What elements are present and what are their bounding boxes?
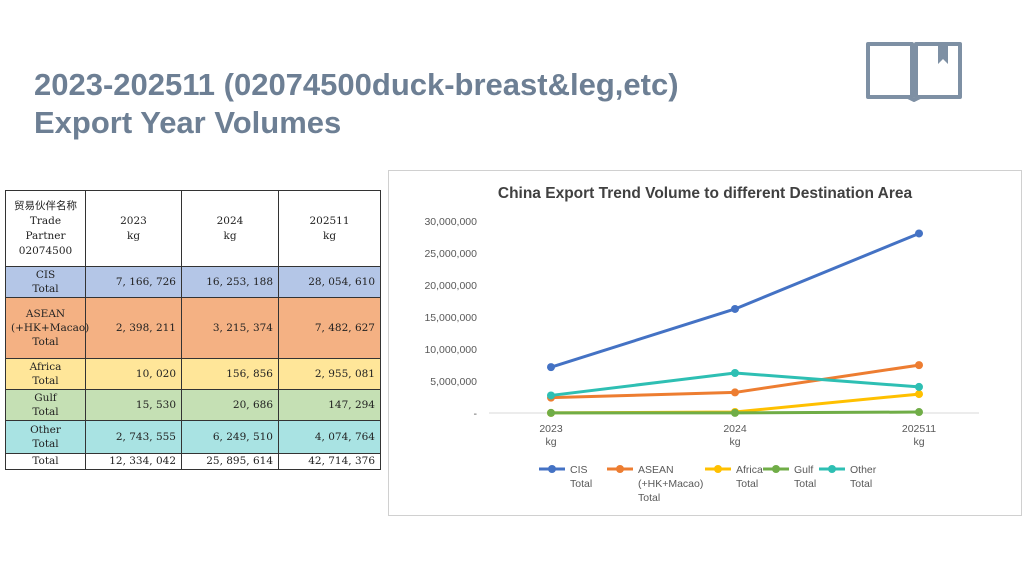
data-point [915, 382, 923, 391]
legend-label: Gulf [794, 464, 813, 476]
cell-2024: 20, 686 [181, 389, 279, 421]
cell-2024: 25, 895, 614 [181, 453, 279, 470]
data-point [731, 304, 739, 313]
y-tick-label: 20,000,000 [424, 280, 477, 292]
legend-label: Total [850, 478, 872, 490]
table-row: ASEAN (+HK+Macao) Total 2, 398, 211 3, 2… [5, 297, 381, 359]
cell-202511: 42, 714, 376 [278, 453, 381, 470]
table-row: Africa Total 10, 020 156, 856 2, 955, 08… [5, 358, 381, 390]
x-tick-label: 2024 [723, 423, 747, 435]
legend-swatch-marker [828, 465, 836, 473]
book-with-bookmark-icon [866, 42, 962, 102]
table-header-row: 贸易伙伴名称 Trade Partner 02074500 2023 kg 20… [5, 190, 381, 267]
legend-label: (+HK+Macao) [638, 478, 703, 490]
cell-202511: 4, 074, 764 [278, 420, 381, 454]
line-chart-panel: China Export Trend Volume to different D… [388, 170, 1022, 516]
legend-swatch-marker [548, 465, 556, 473]
cell-2023: 2, 743, 555 [85, 420, 182, 454]
cell-2024: 3, 215, 374 [181, 297, 279, 359]
row-label: Total [5, 453, 86, 470]
data-point [547, 391, 555, 400]
x-tick-label: 2023 [539, 423, 563, 435]
cell-202511: 147, 294 [278, 389, 381, 421]
legend-label: Total [570, 478, 592, 490]
table-row: Other Total 2, 743, 555 6, 249, 510 4, 0… [5, 420, 381, 454]
row-label: Africa Total [5, 358, 86, 390]
header-trade-partner: 贸易伙伴名称 Trade Partner 02074500 [5, 190, 86, 267]
cell-2023: 2, 398, 211 [85, 297, 182, 359]
legend-swatch-marker [616, 465, 624, 473]
data-point [915, 390, 923, 399]
cell-202511: 7, 482, 627 [278, 297, 381, 359]
trade-partner-table: 贸易伙伴名称 Trade Partner 02074500 2023 kg 20… [5, 190, 381, 470]
x-tick-label: kg [729, 436, 740, 448]
data-point [547, 408, 555, 417]
header-2023: 2023 kg [85, 190, 182, 267]
row-label: Other Total [5, 420, 86, 454]
header-2024: 2024 kg [181, 190, 279, 267]
data-point [731, 388, 739, 397]
cell-2024: 16, 253, 188 [181, 266, 279, 298]
header-202511: 202511 kg [278, 190, 381, 267]
cell-202511: 2, 955, 081 [278, 358, 381, 390]
legend-label: ASEAN [638, 464, 674, 476]
cell-202511: 28, 054, 610 [278, 266, 381, 298]
slide-title-line1: 2023-202511 (02074500duck-breast&leg,etc… [34, 67, 679, 102]
cell-2024: 156, 856 [181, 358, 279, 390]
x-tick-label: 202511 [902, 423, 936, 435]
y-tick-label: 10,000,000 [424, 344, 477, 356]
x-tick-label: kg [913, 436, 924, 448]
cell-2023: 15, 530 [85, 389, 182, 421]
series-line [550, 232, 920, 369]
row-label: CIS Total [5, 266, 86, 298]
cell-2024: 6, 249, 510 [181, 420, 279, 454]
y-tick-label: 5,000,000 [430, 376, 477, 388]
cell-2023: 7, 166, 726 [85, 266, 182, 298]
table-row-total: Total 12, 334, 042 25, 895, 614 42, 714,… [5, 453, 381, 470]
data-point [915, 408, 923, 417]
legend-swatch-marker [714, 465, 722, 473]
y-tick-label: 15,000,000 [424, 312, 477, 324]
legend-label: Africa [736, 464, 763, 476]
y-tick-label: 30,000,000 [424, 216, 477, 228]
chart-title: China Export Trend Volume to different D… [498, 185, 913, 202]
data-point [731, 408, 739, 417]
y-tick-label: 25,000,000 [424, 248, 477, 260]
legend-swatch-marker [772, 465, 780, 473]
legend-label: CIS [570, 464, 588, 476]
slide-title: 2023-202511 (02074500duck-breast&leg,etc… [34, 66, 679, 142]
data-point [547, 363, 555, 372]
slide-title-line2: Export Year Volumes [34, 105, 342, 140]
legend-label: Total [736, 478, 758, 490]
x-tick-label: kg [545, 436, 556, 448]
y-tick-label: - [474, 408, 478, 420]
table-row: Gulf Total 15, 530 20, 686 147, 294 [5, 389, 381, 421]
cell-2023: 12, 334, 042 [85, 453, 182, 470]
legend-label: Total [794, 478, 816, 490]
data-point [915, 361, 923, 370]
legend-label: Other [850, 464, 877, 476]
line-chart: China Export Trend Volume to different D… [424, 185, 979, 504]
legend-label: Total [638, 492, 660, 504]
data-point [731, 369, 739, 378]
table-row: CIS Total 7, 166, 726 16, 253, 188 28, 0… [5, 266, 381, 298]
row-label: ASEAN (+HK+Macao) Total [5, 297, 89, 359]
row-label: Gulf Total [5, 389, 86, 421]
cell-2023: 10, 020 [85, 358, 182, 390]
data-point [915, 229, 923, 238]
